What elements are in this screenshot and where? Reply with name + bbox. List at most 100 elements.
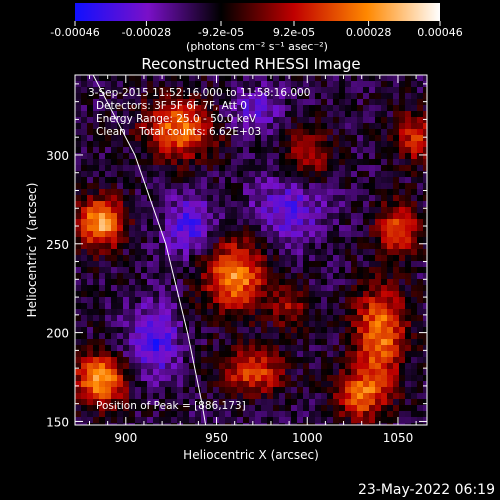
heatmap-cell — [393, 249, 399, 255]
heatmap-cell — [225, 117, 231, 123]
heatmap-cell — [363, 423, 369, 425]
heatmap-cell — [255, 195, 261, 201]
heatmap-cell — [165, 147, 171, 153]
heatmap-cell — [189, 171, 195, 177]
heatmap-cell — [417, 381, 423, 387]
heatmap-cell — [267, 411, 273, 417]
heatmap-cell — [303, 303, 309, 309]
heatmap-cell — [183, 105, 189, 111]
heatmap-cell — [345, 273, 351, 279]
heatmap-cell — [123, 327, 129, 333]
heatmap-cell — [93, 93, 99, 99]
heatmap-cell — [345, 237, 351, 243]
heatmap-cell — [93, 159, 99, 165]
heatmap-cell — [357, 195, 363, 201]
heatmap-cell — [129, 369, 135, 375]
heatmap-cell — [225, 141, 231, 147]
heatmap-cell — [123, 87, 129, 93]
heatmap-cell — [357, 297, 363, 303]
heatmap-cell — [177, 165, 183, 171]
heatmap-cell — [363, 195, 369, 201]
heatmap-cell — [315, 141, 321, 147]
heatmap-cell — [423, 243, 427, 249]
heatmap-cell — [357, 159, 363, 165]
heatmap-cell — [321, 153, 327, 159]
heatmap-cell — [111, 303, 117, 309]
heatmap-cell — [141, 333, 147, 339]
heatmap-cell — [387, 375, 393, 381]
heatmap-cell — [273, 147, 279, 153]
heatmap-cell — [357, 111, 363, 117]
heatmap-cell — [171, 261, 177, 267]
heatmap-cell — [225, 225, 231, 231]
heatmap-cell — [153, 123, 159, 129]
heatmap-cell — [321, 261, 327, 267]
heatmap-cell — [177, 267, 183, 273]
heatmap-cell — [273, 327, 279, 333]
heatmap-cell — [393, 141, 399, 147]
heatmap-cell — [381, 159, 387, 165]
heatmap-cell — [339, 117, 345, 123]
heatmap-cell — [345, 213, 351, 219]
heatmap-cell — [411, 333, 417, 339]
heatmap-cell — [261, 303, 267, 309]
heatmap-cell — [405, 237, 411, 243]
heatmap-cell — [261, 393, 267, 399]
heatmap-cell — [291, 75, 297, 81]
heatmap-cell — [81, 405, 87, 411]
heatmap-cell — [345, 243, 351, 249]
heatmap-cell — [303, 153, 309, 159]
heatmap-cell — [369, 381, 375, 387]
heatmap-cell — [417, 369, 423, 375]
heatmap-cell — [213, 417, 219, 423]
heatmap-cell — [333, 291, 339, 297]
heatmap-cell — [339, 123, 345, 129]
heatmap-cell — [297, 369, 303, 375]
heatmap-cell — [183, 405, 189, 411]
heatmap-cell — [387, 135, 393, 141]
heatmap-cell — [327, 267, 333, 273]
heatmap-cell — [339, 189, 345, 195]
heatmap-cell — [219, 303, 225, 309]
heatmap-cell — [333, 225, 339, 231]
heatmap-cell — [117, 189, 123, 195]
heatmap-cell — [225, 345, 231, 351]
heatmap-cell — [369, 339, 375, 345]
heatmap-cell — [75, 297, 81, 303]
heatmap-cell — [309, 321, 315, 327]
heatmap-cell — [171, 285, 177, 291]
heatmap-cell — [327, 243, 333, 249]
heatmap-cell — [423, 159, 427, 165]
heatmap-cell — [309, 183, 315, 189]
heatmap-cell — [255, 207, 261, 213]
heatmap-cell — [351, 81, 357, 87]
heatmap-cell — [153, 81, 159, 87]
heatmap-cell — [177, 381, 183, 387]
heatmap-cell — [411, 351, 417, 357]
heatmap-cell — [213, 195, 219, 201]
heatmap-cell — [189, 225, 195, 231]
heatmap-cell — [411, 177, 417, 183]
heatmap-cell — [75, 279, 81, 285]
heatmap-cell — [219, 357, 225, 363]
heatmap-cell — [309, 207, 315, 213]
heatmap-cell — [267, 321, 273, 327]
heatmap-cell — [261, 105, 267, 111]
heatmap-cell — [279, 147, 285, 153]
heatmap-cell — [345, 321, 351, 327]
heatmap-cell — [249, 129, 255, 135]
heatmap-cell — [261, 297, 267, 303]
heatmap-cell — [165, 153, 171, 159]
heatmap-cell — [291, 153, 297, 159]
heatmap-cell — [387, 393, 393, 399]
heatmap-cell — [369, 207, 375, 213]
heatmap-cell — [303, 291, 309, 297]
heatmap-cell — [411, 243, 417, 249]
heatmap-cell — [279, 183, 285, 189]
heatmap-cell — [225, 375, 231, 381]
heatmap-cell — [393, 399, 399, 405]
heatmap-cell — [357, 327, 363, 333]
heatmap-cell — [267, 219, 273, 225]
heatmap-cell — [273, 279, 279, 285]
heatmap-cell — [243, 297, 249, 303]
